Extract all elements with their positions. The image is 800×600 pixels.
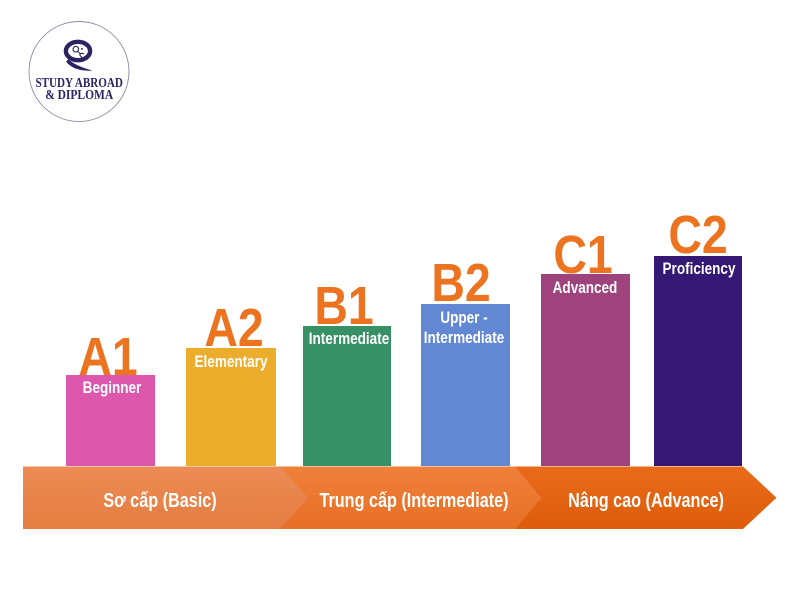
svg-text:& DIPLOMA: & DIPLOMA — [45, 87, 113, 102]
svg-text:STUDY ABROAD: STUDY ABROAD — [35, 75, 123, 90]
